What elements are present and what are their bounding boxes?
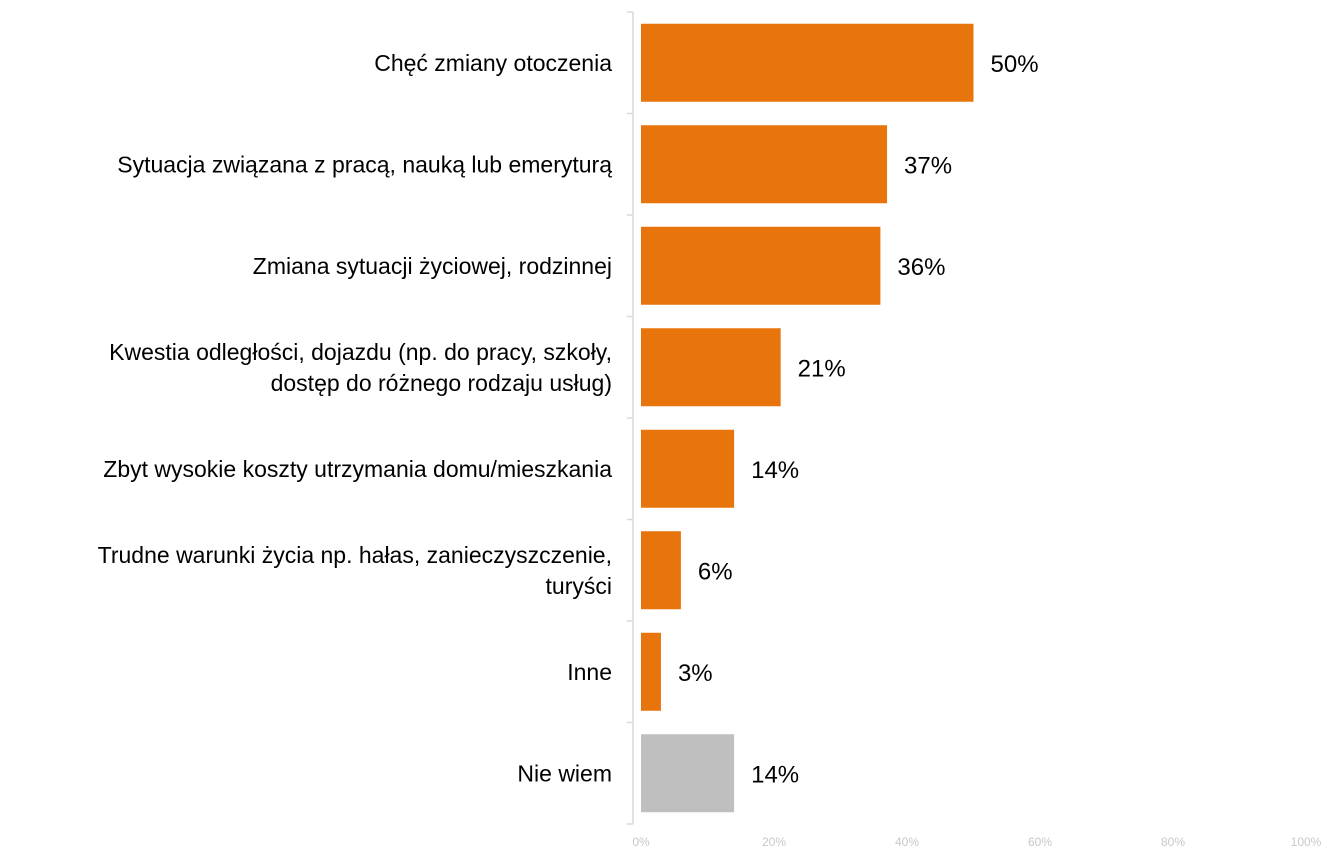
bar [641, 734, 735, 813]
x-tick-label: 20% [762, 835, 786, 849]
data-label: 6% [698, 558, 733, 585]
labels-layer: 50% Chęć zmiany otoczenia 37% Sytuacja zwią… [98, 50, 1322, 849]
category-label: Inne [567, 659, 612, 685]
category-label-line: dostęp do różnego rodzaju usług) [271, 370, 612, 396]
category-label: Nie wiem [517, 760, 612, 786]
bar [641, 531, 681, 610]
category-label: Sytuacja związana z pracą, nauką lub eme… [117, 151, 612, 177]
x-tick-label: 100% [1291, 835, 1322, 849]
bar [641, 23, 974, 102]
category-label-line: Chęć zmiany otoczenia [374, 50, 612, 76]
bar [641, 328, 781, 407]
data-label: 50% [991, 51, 1039, 78]
category-label: Zbyt wysokie koszty utrzymania domu/mies… [103, 456, 612, 482]
bar [641, 429, 735, 508]
category-label: Trudne warunki życia np. hałas, zanieczy… [98, 542, 612, 599]
data-label: 21% [798, 355, 846, 382]
category-label-line: Trudne warunki życia np. hałas, zanieczy… [98, 542, 612, 568]
data-label: 3% [678, 660, 713, 687]
category-label-line: Sytuacja związana z pracą, nauką lub eme… [117, 151, 612, 177]
axis-layer [627, 11, 634, 825]
x-tick-label: 60% [1028, 835, 1052, 849]
category-label-line: turyści [546, 573, 612, 599]
data-label: 36% [897, 254, 945, 281]
data-label: 14% [751, 761, 799, 788]
category-label: Zmiana sytuacji życiowej, rodzinnej [253, 253, 612, 279]
data-label: 14% [751, 457, 799, 484]
x-tick-label: 40% [895, 835, 919, 849]
category-label-line: Kwestia odległości, dojazdu (np. do prac… [109, 339, 612, 365]
category-label-line: Inne [567, 659, 612, 685]
bar [641, 125, 888, 204]
x-tick-label: 80% [1161, 835, 1185, 849]
x-tick-label: 0% [632, 835, 650, 849]
category-label-line: Zbyt wysokie koszty utrzymania domu/mies… [103, 456, 612, 482]
bar [641, 632, 661, 711]
bars-layer [641, 23, 974, 813]
category-label-line: Nie wiem [517, 760, 612, 786]
category-label-line: Zmiana sytuacji życiowej, rodzinnej [253, 253, 612, 279]
category-label: Kwestia odległości, dojazdu (np. do prac… [109, 339, 612, 396]
category-label: Chęć zmiany otoczenia [374, 50, 612, 76]
bar [641, 226, 881, 305]
data-label: 37% [904, 152, 952, 179]
